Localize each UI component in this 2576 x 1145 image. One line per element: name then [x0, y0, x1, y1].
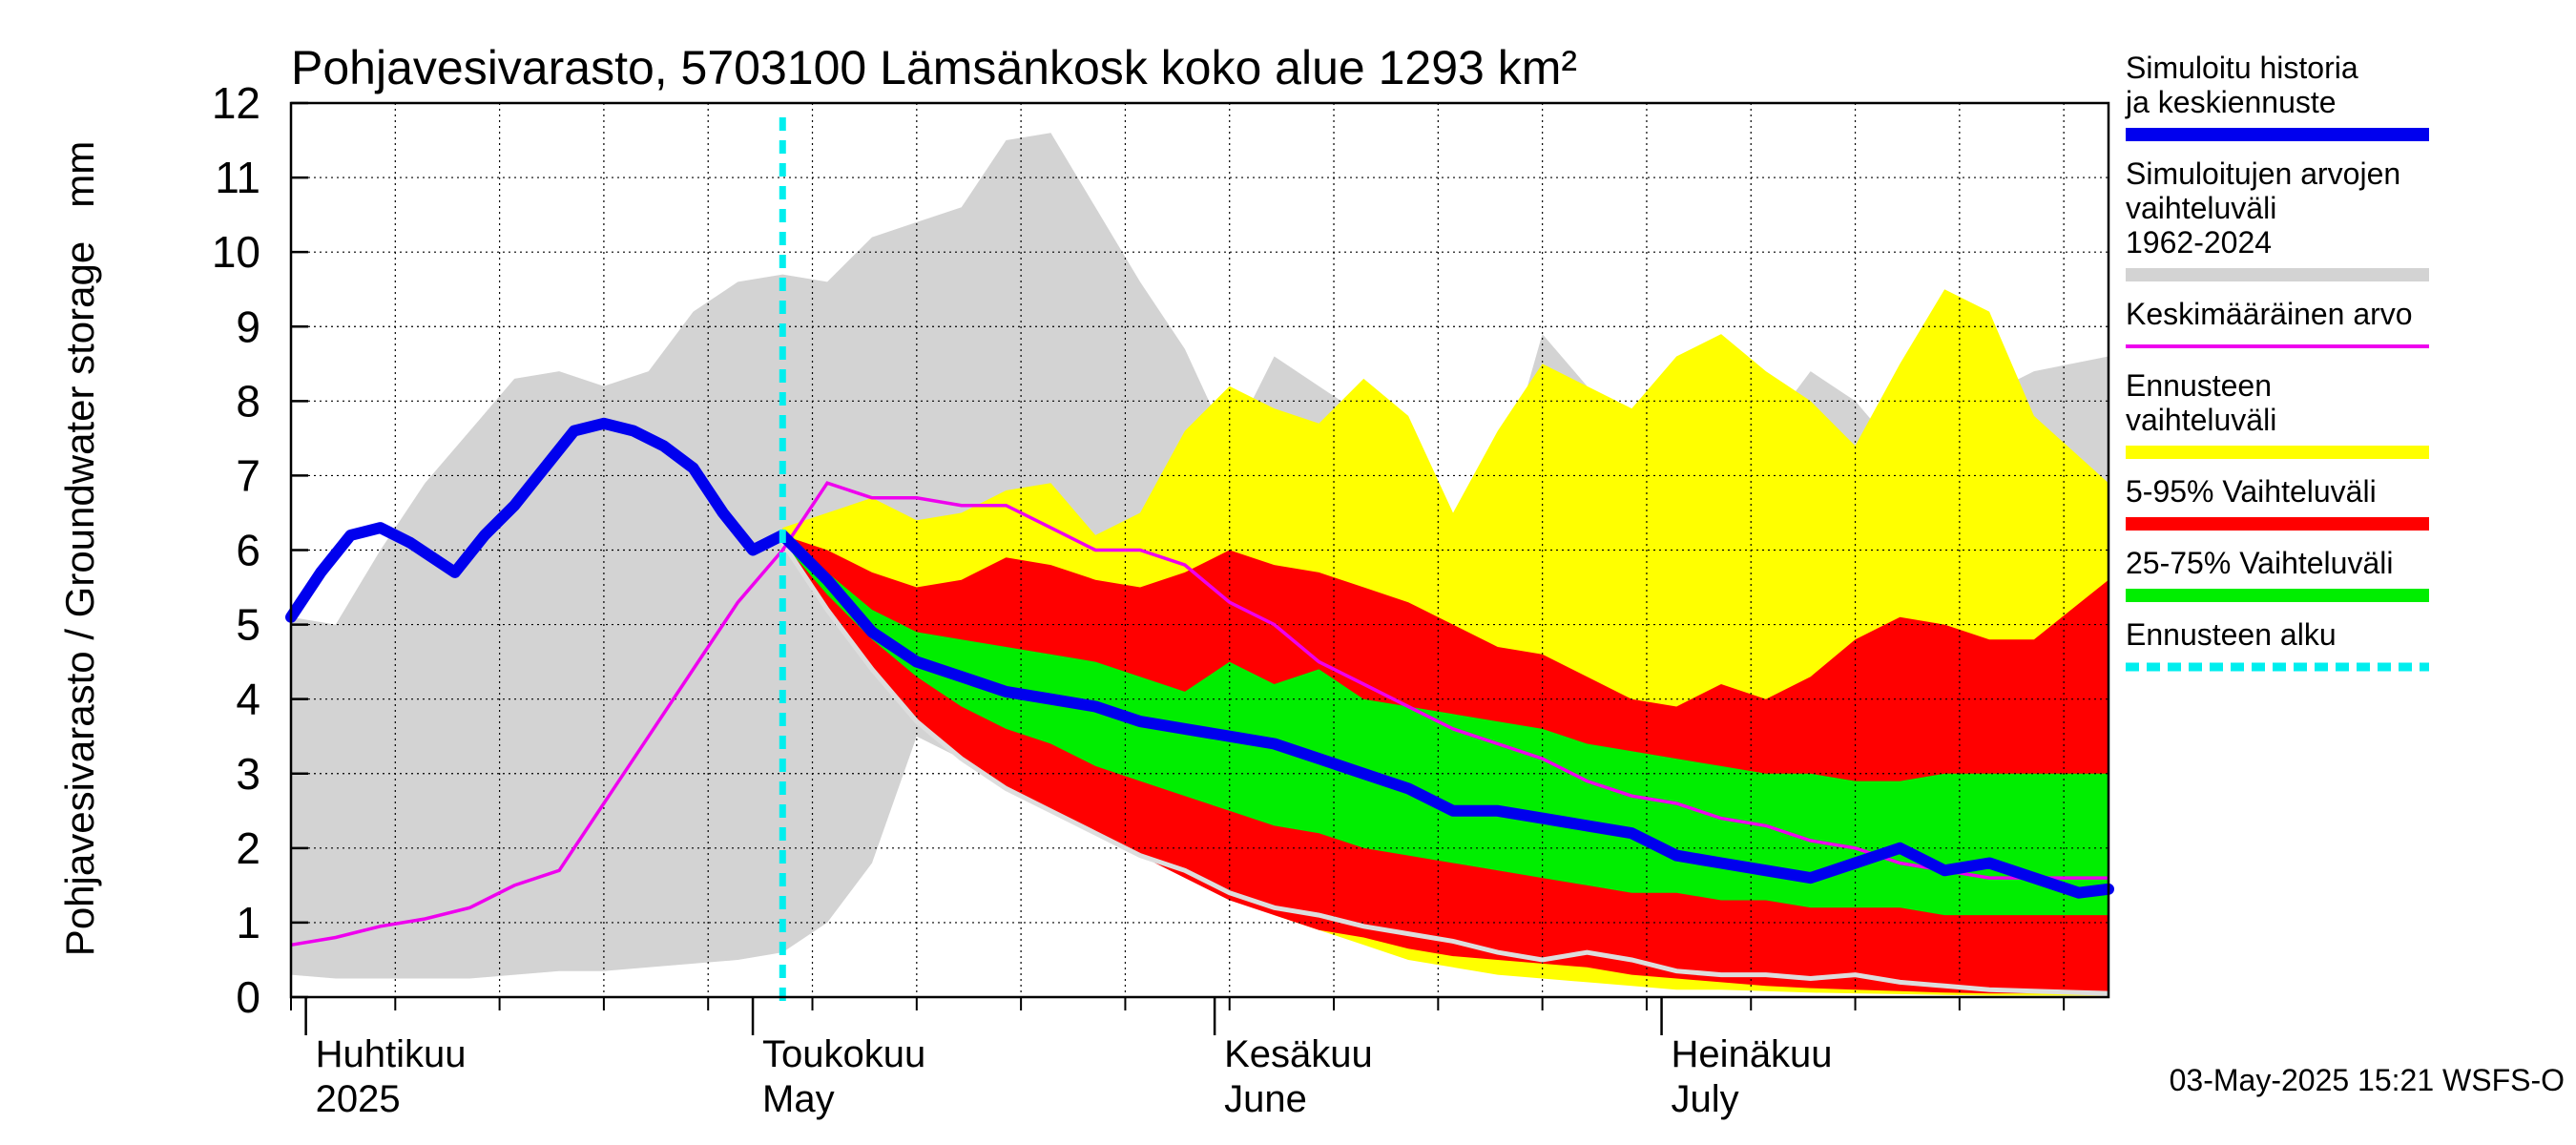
- legend-label: 5-95% Vaihteluväli: [2126, 474, 2377, 509]
- legend-item: Simuloitujen arvojenvaihteluväli1962-202…: [2126, 156, 2429, 281]
- y-tick-label: 11: [215, 153, 260, 202]
- legend-item: Ennusteen alku: [2126, 617, 2429, 672]
- legend-label: ja keskiennuste: [2125, 85, 2337, 119]
- y-tick-label: 9: [236, 302, 260, 351]
- legend-label: vaihteluväli: [2126, 191, 2276, 225]
- history-forecast-line: [285, 417, 2114, 899]
- y-tick-label: 1: [236, 898, 260, 947]
- y-tick-label: 3: [236, 749, 260, 799]
- y-tick-label: 0: [236, 972, 260, 1022]
- x-month-label-fi: Kesäkuu: [1224, 1033, 1373, 1075]
- legend-label: 1962-2024: [2126, 225, 2272, 260]
- legend-label: Simuloitu historia: [2126, 51, 2358, 85]
- legend-label: 25-75% Vaihteluväli: [2126, 546, 2393, 580]
- x-month-label-fi: Toukokuu: [762, 1033, 925, 1075]
- plot-area: 0123456789101112Huhtikuu2025ToukokuuMayK…: [212, 78, 2114, 1120]
- legend-label: Ennusteen: [2126, 368, 2272, 403]
- legend-label: Simuloitujen arvojen: [2126, 156, 2400, 191]
- y-tick-label: 10: [212, 227, 260, 277]
- x-month-label-en: May: [762, 1078, 835, 1120]
- timestamp-label: 03-May-2025 15:21 WSFS-O: [2170, 1063, 2565, 1097]
- y-tick-label: 7: [236, 450, 260, 500]
- x-month-label-en: 2025: [316, 1078, 401, 1120]
- y-tick-label: 8: [236, 376, 260, 426]
- x-month-label-fi: Huhtikuu: [316, 1033, 467, 1075]
- y-tick-label: 6: [236, 526, 260, 575]
- y-axis-label: Pohjavesivarasto / Groundwater storage m…: [57, 141, 102, 956]
- legend-item: 5-95% Vaihteluväli: [2126, 474, 2429, 531]
- legend-item: Keskimääräinen arvo: [2126, 297, 2429, 348]
- legend-label: vaihteluväli: [2126, 403, 2276, 437]
- x-month-label-fi: Heinäkuu: [1672, 1033, 1833, 1075]
- legend-label: Keskimääräinen arvo: [2126, 297, 2413, 331]
- x-month-label-en: June: [1224, 1078, 1307, 1120]
- x-month-label-en: July: [1672, 1078, 1739, 1120]
- chart-title: Pohjavesivarasto, 5703100 Lämsänkosk kok…: [291, 41, 1577, 94]
- y-tick-label: 2: [236, 823, 260, 873]
- grid: [291, 103, 2109, 997]
- y-tick-label: 5: [236, 600, 260, 650]
- mean-line: [290, 481, 2109, 947]
- y-tick-label: 12: [212, 78, 260, 128]
- forecast-min-line: [780, 541, 2109, 996]
- legend-item: 25-75% Vaihteluväli: [2126, 546, 2429, 602]
- legend-label: Ennusteen alku: [2126, 617, 2337, 652]
- y-tick-label: 4: [236, 675, 260, 724]
